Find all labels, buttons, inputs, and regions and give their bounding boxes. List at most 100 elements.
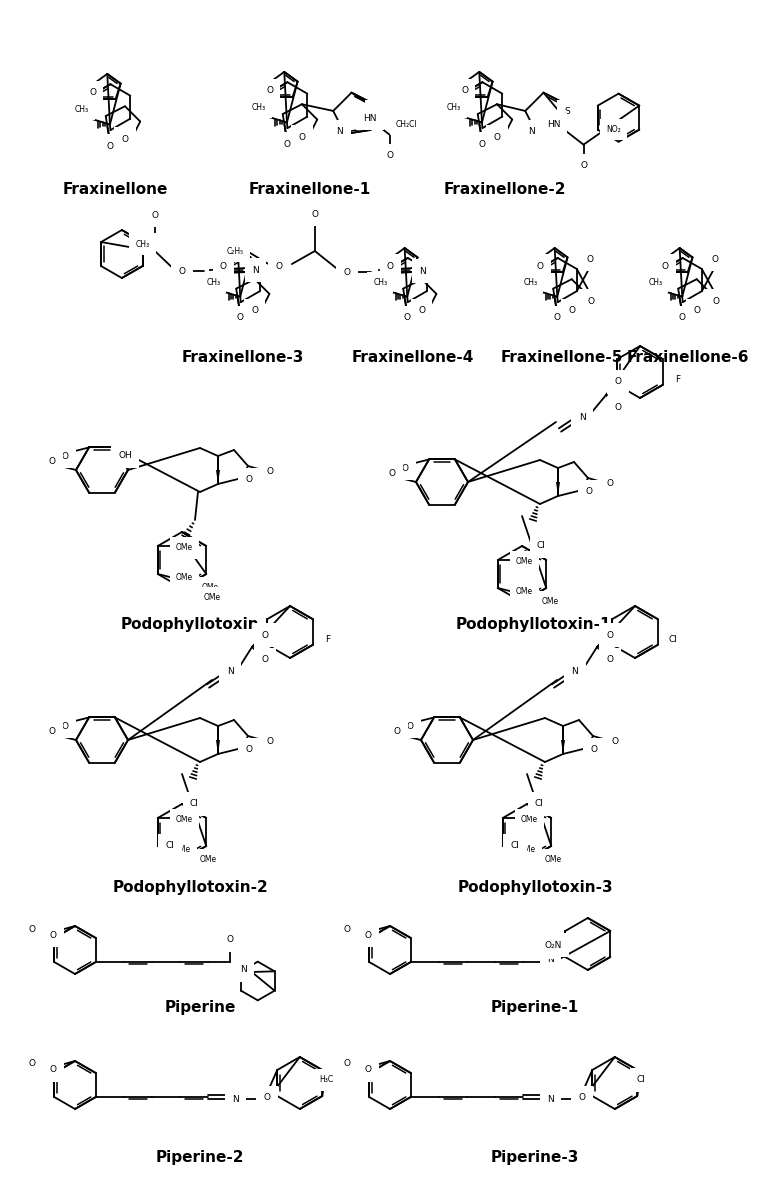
Text: CH₃: CH₃	[648, 278, 662, 287]
Text: N: N	[419, 267, 426, 275]
Text: O: O	[121, 135, 128, 144]
Text: H: H	[263, 1095, 269, 1104]
Text: O: O	[554, 313, 561, 322]
Text: O: O	[387, 262, 394, 270]
Text: N: N	[241, 966, 248, 974]
Text: Piperine-1: Piperine-1	[491, 1000, 579, 1015]
Text: CH₃: CH₃	[135, 239, 150, 249]
Text: N: N	[529, 127, 536, 137]
Text: Podophyllotoxin-3: Podophyllotoxin-3	[457, 880, 613, 894]
Text: O₂N: O₂N	[545, 941, 562, 949]
Text: O: O	[283, 139, 290, 149]
Text: O: O	[50, 930, 57, 940]
Text: O: O	[298, 132, 306, 142]
Text: O: O	[89, 88, 96, 98]
Text: N: N	[232, 1095, 239, 1104]
Text: Piperine-3: Piperine-3	[490, 1151, 579, 1165]
Text: O: O	[591, 746, 597, 755]
Text: OMe: OMe	[516, 557, 533, 567]
Text: N: N	[548, 1095, 554, 1104]
Text: H: H	[578, 1095, 584, 1104]
Polygon shape	[556, 482, 560, 495]
Text: O: O	[607, 655, 613, 665]
Text: CH₃: CH₃	[523, 278, 537, 287]
Text: O: O	[266, 86, 274, 95]
Text: O: O	[712, 297, 720, 306]
Text: O: O	[220, 262, 227, 270]
Text: O: O	[393, 727, 400, 736]
Text: O: O	[267, 468, 274, 476]
Text: O: O	[29, 924, 36, 934]
Text: Podophyllotoxin-2: Podophyllotoxin-2	[112, 880, 268, 894]
Text: Cl: Cl	[510, 842, 520, 850]
Text: N: N	[578, 413, 585, 423]
Text: O: O	[386, 151, 393, 160]
Text: O: O	[61, 722, 69, 731]
Text: F: F	[325, 636, 330, 644]
Text: O: O	[245, 475, 252, 485]
Text: HN: HN	[547, 120, 560, 129]
Text: Fraxinellone-5: Fraxinellone-5	[501, 350, 623, 364]
Text: S: S	[373, 107, 378, 116]
Text: OMe: OMe	[200, 855, 217, 865]
Text: O: O	[404, 313, 411, 322]
Text: Cl: Cl	[537, 542, 545, 550]
Text: Fraxinellone-2: Fraxinellone-2	[444, 182, 566, 197]
Text: C₂H₅: C₂H₅	[226, 247, 244, 256]
Text: Podophyllotoxin: Podophyllotoxin	[121, 617, 259, 632]
Text: CH₃: CH₃	[75, 105, 89, 114]
Text: Fraxinellone-4: Fraxinellone-4	[351, 350, 474, 364]
Text: OMe: OMe	[542, 598, 559, 606]
Text: OMe: OMe	[176, 816, 193, 824]
Text: O: O	[579, 1093, 586, 1103]
Text: Podophyllotoxin-1: Podophyllotoxin-1	[455, 617, 610, 632]
Text: O: O	[48, 456, 56, 466]
Text: OMe: OMe	[173, 846, 191, 854]
Text: O: O	[261, 630, 268, 640]
Text: O: O	[50, 1066, 57, 1074]
Text: CH₃: CH₃	[206, 278, 220, 287]
Text: O: O	[588, 297, 594, 306]
Text: O: O	[226, 935, 233, 944]
Polygon shape	[216, 470, 220, 484]
Text: OMe: OMe	[176, 543, 193, 553]
Text: O: O	[461, 86, 468, 95]
Text: O: O	[107, 142, 114, 150]
Text: N: N	[337, 127, 343, 137]
Text: O: O	[580, 161, 587, 170]
Text: O: O	[151, 211, 158, 219]
Polygon shape	[561, 740, 565, 754]
Text: O: O	[312, 210, 319, 218]
Text: O: O	[607, 630, 613, 640]
Text: OMe: OMe	[516, 587, 533, 597]
Text: O: O	[494, 132, 500, 142]
Text: O: O	[343, 268, 351, 276]
Text: OMe: OMe	[176, 574, 193, 582]
Text: O: O	[389, 468, 396, 478]
Text: Cl: Cl	[668, 636, 677, 644]
Text: O: O	[364, 1066, 371, 1074]
Text: O: O	[614, 378, 621, 387]
Text: O: O	[662, 262, 669, 270]
Text: N: N	[548, 955, 554, 965]
Text: N: N	[252, 266, 259, 275]
Text: O: O	[611, 737, 619, 747]
Text: O: O	[679, 313, 686, 322]
Text: Cl: Cl	[535, 799, 544, 809]
Text: O: O	[402, 464, 409, 473]
Text: O: O	[568, 306, 575, 316]
Text: OMe: OMe	[519, 846, 536, 854]
Text: O: O	[245, 746, 252, 755]
Text: O: O	[275, 262, 283, 270]
Text: O: O	[607, 480, 613, 488]
Text: O: O	[364, 930, 371, 940]
Polygon shape	[216, 740, 220, 754]
Text: O: O	[48, 727, 56, 736]
Text: O: O	[537, 262, 544, 270]
Text: O: O	[478, 139, 486, 149]
Text: O: O	[711, 255, 718, 263]
Text: O: O	[29, 1060, 36, 1068]
Text: F: F	[675, 375, 680, 385]
Text: O: O	[237, 313, 244, 322]
Text: CH₃: CH₃	[252, 104, 266, 112]
